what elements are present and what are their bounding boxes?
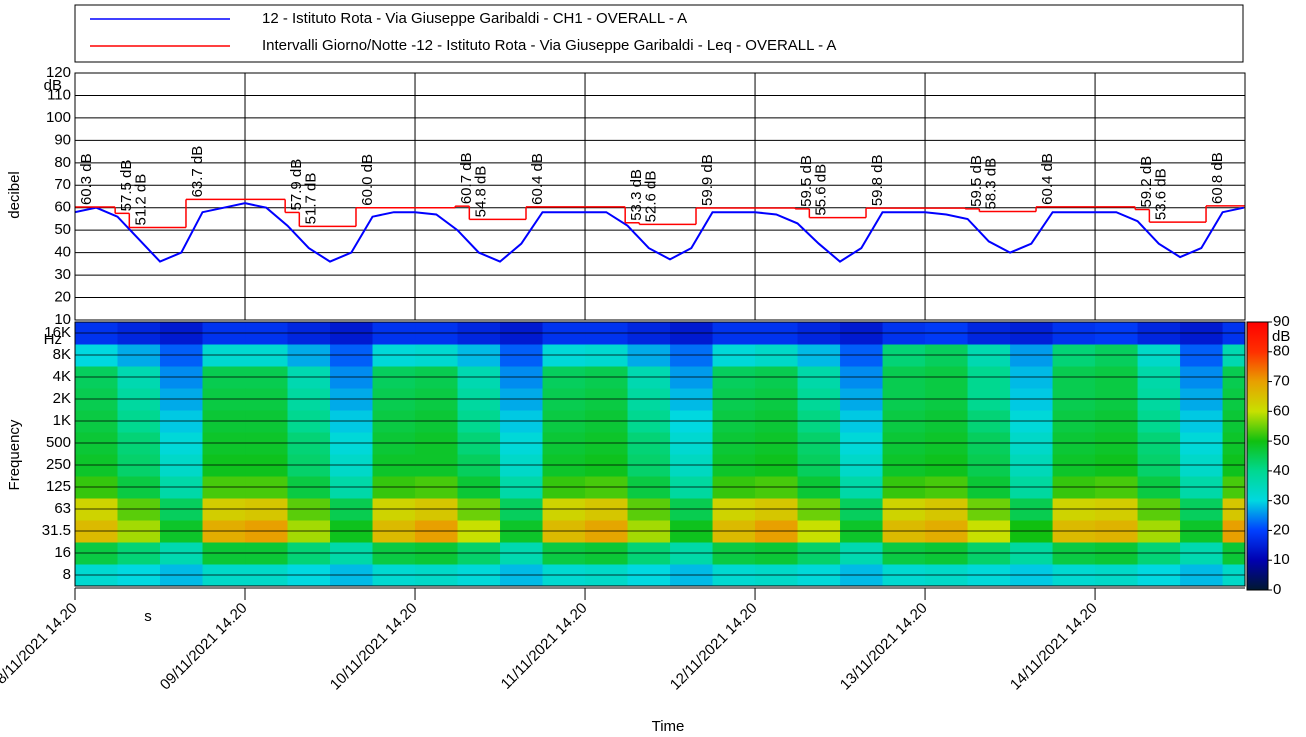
value-label: 53.3 dB [628,169,645,221]
y-axis-unit: dB [44,77,62,94]
colorbar-tick-label: 60 [1273,402,1290,419]
value-label: 51.7 dB [302,173,319,225]
y-tick-label: 70 [54,176,71,193]
legend-label: 12 - Istituto Rota - Via Giuseppe Gariba… [262,10,687,27]
value-label: 59.2 dB [1138,156,1155,208]
x-axis-title: Time [652,718,685,735]
y-tick-label: 40 [54,244,71,261]
y-tick-label: 10 [54,311,71,328]
x-tick-label: 09/11/2021 14.20 [157,600,251,694]
plot-frame [74,321,1246,587]
value-label: 60.0 dB [359,154,376,206]
value-label: 60.4 dB [529,153,546,205]
legend-box [74,4,1244,63]
x-tick-label: 10/11/2021 14.20 [327,600,421,694]
value-label: 54.8 dB [472,166,489,218]
colorbar-tick-label: 90 [1273,313,1290,330]
value-label: 60.7 dB [458,152,475,204]
y-tick-label: 2K [53,390,71,407]
value-label: 57.5 dB [118,160,135,212]
colorbar-tick-label: 20 [1273,521,1290,538]
value-label: 59.9 dB [699,154,716,206]
y-tick-label: 125 [46,478,71,495]
y-tick-label: 250 [46,456,71,473]
y-tick-label: 110 [47,86,71,103]
y-tick-label: 31.5 [42,522,71,539]
x-tick-label: 13/11/2021 14.20 [837,600,931,694]
colorbar-tick-label: 40 [1273,462,1290,479]
y-tick-label: 30 [54,266,71,283]
value-label: 60.4 dB [1039,153,1056,205]
colorbar-tick-label: 10 [1273,551,1290,568]
x-tick-label: 11/11/2021 14.20 [498,600,591,693]
colorbar-tick-label: 70 [1273,373,1290,390]
value-label: 59.5 dB [798,155,815,207]
y-tick-label: 63 [54,500,71,517]
y-tick-label: 1K [53,412,71,429]
y-tick-label: 50 [54,221,71,238]
colorbar [1246,321,1269,591]
value-label: 57.9 dB [288,159,305,211]
y-tick-label: 16 [54,544,71,561]
value-label: 59.8 dB [869,154,886,206]
y-tick-label: 4K [53,368,71,385]
value-label: 52.6 dB [642,171,659,223]
value-label: 63.7 dB [189,146,206,198]
y-axis-title: decibel [6,171,23,219]
x-tick-label: 08/11/2021 14.20 [0,600,81,694]
colorbar-tick-label: 30 [1273,492,1290,509]
x-tick-label: 12/11/2021 14.20 [667,600,761,694]
legend-label: Intervalli Giorno/Notte -12 - Istituto R… [262,37,836,54]
value-label: 60.3 dB [78,153,95,205]
colorbar-tick-label: 0 [1273,581,1281,598]
y-tick-label: 500 [46,434,71,451]
data-line [75,202,1245,263]
y-axis-title: Frequency [6,419,23,490]
plot-series [75,198,1245,263]
x-axis-unit: s [144,608,152,625]
y-axis-unit: Hz [44,331,62,348]
y-tick-label: 90 [54,131,71,148]
value-label: 60.8 dB [1209,152,1226,204]
value-label: 58.3 dB [982,158,999,210]
y-tick-label: 60 [54,199,71,216]
y-tick-label: 20 [54,289,71,306]
plot-frame [74,72,1246,321]
y-tick-label: 8 [63,566,71,583]
value-label: 59.5 dB [968,155,985,207]
colorbar-tick-label: 80 [1273,343,1290,360]
colorbar-unit: dB [1272,328,1290,345]
value-label: 55.6 dB [812,164,829,216]
value-label: 51.2 dB [132,174,149,226]
y-tick-label: 80 [54,154,71,171]
y-tick-label: 100 [46,109,71,126]
colorbar-tick-label: 50 [1273,432,1290,449]
y-tick-label: 16K [44,324,71,341]
plot-area [75,73,1245,320]
y-tick-label: 120 [46,64,71,81]
x-tick-label: 14/11/2021 14.20 [1007,600,1101,694]
value-label: 53.6 dB [1152,168,1169,220]
y-tick-label: 8K [53,346,71,363]
